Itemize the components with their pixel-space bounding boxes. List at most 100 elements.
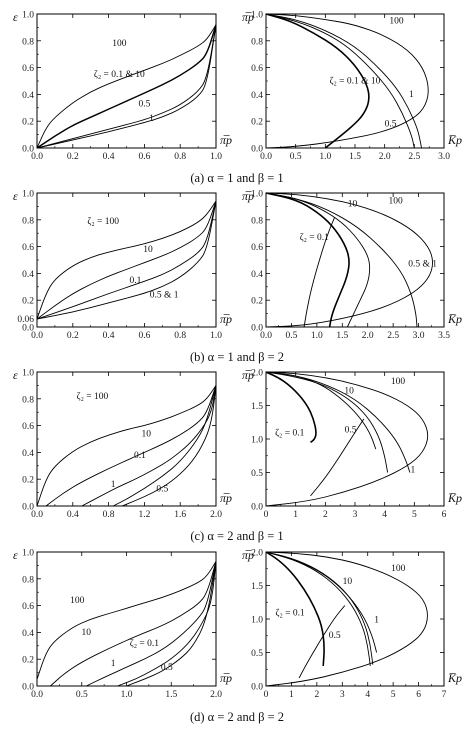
chart-b-left: 0.0 0.2 0.4 0.6 0.8 1.0 0.0 0.2 0.4 0.6 0.8 1.0 0.06… [13,189,232,341]
y-tick-label: 1.0 [251,190,263,200]
x-tick-label: 1.0 [210,331,222,341]
series-label: 1 [374,615,379,625]
y-tick-label: 0.4 [22,629,34,639]
y-tick-label: 0.6 [22,422,34,432]
y-tick-label: 0.8 [251,216,263,226]
series-label: 0.5 [156,484,168,494]
y-axis-label: π̅p [242,10,254,24]
x-tick-label: 2.5 [387,331,399,341]
series-line [298,605,346,679]
y-tick-label: 1.5 [251,402,263,412]
y-tick-label: 1.0 [251,616,263,626]
series-line [112,385,217,507]
chart-d-right: 0 1 2 3 4 5 6 7 0.0 0.5 1.0 1.5 2.0π̅p K̅p 100 10 ζ₂ = 0… [242,548,462,700]
series-line [126,561,217,687]
y-tick-label: 0.0 [251,503,263,513]
y-axis-label: ε [13,548,18,562]
x-axis-label: K̅p [447,491,462,505]
series-line [265,551,374,665]
series-label: 0.5 & 1 [408,260,437,270]
x-tick-label: 0.0 [31,510,43,520]
series-label: 0.5 & 1 [150,291,179,301]
y-axis-label: ε [13,189,18,203]
x-tick-label: 0.6 [138,152,150,162]
y-tick-label: 0.2 [22,118,34,128]
x-tick-label: 0 [264,510,269,520]
chart-c-left: 0.0 0.4 0.8 1.2 1.6 2.0 0.0 0.2 0.4 0.6 0.8 1.0 ε π̅p… [13,368,232,520]
series-label: 100 [112,39,127,49]
x-tick-label: 1.0 [311,331,323,341]
series-label: ζ₂ = 100 [77,391,109,402]
series-line [50,561,217,687]
x-tick-label: 0.5 [285,331,297,341]
x-tick-label: 2.0 [379,152,391,162]
x-axis-label: π̅p [220,491,232,505]
series-line [121,385,217,507]
plot-frame [36,551,217,687]
chart-a-left: 0.0 0.2 0.4 0.6 0.8 1.0 0.0 0.2 0.4 0.6 0.8 1.0 ε π̅p… [13,10,232,162]
x-tick-label: 0.0 [31,690,43,700]
x-tick-label: 0.4 [103,331,115,341]
x-tick-label: 0.2 [67,152,79,162]
series-line [265,371,389,473]
x-tick-label: 2.5 [408,152,420,162]
series-line [265,192,433,328]
x-tick-label: 3 [353,510,358,520]
y-tick-label: 0.0 [251,324,263,334]
x-tick-label: 1.0 [210,152,222,162]
series-label: 10 [344,386,354,396]
y-tick-label: 1.5 [251,582,263,592]
x-tick-label: 0.0 [260,331,272,341]
x-axis-label: π̅p [220,312,232,326]
series-label: 100 [389,197,404,207]
x-tick-label: 1 [289,690,294,700]
y-tick-label: 0.6 [22,64,34,74]
x-tick-label: 5 [412,510,417,520]
series-line [265,371,377,450]
series-label: 1 [149,114,154,124]
y-tick-label: 0.2 [251,118,263,128]
x-tick-label: 1 [293,510,298,520]
series-line [36,24,217,149]
x-axis-label: K̅p [447,133,462,147]
x-tick-label: 1.0 [121,690,133,700]
x-tick-label: 1.6 [174,510,186,520]
series-label: 0.5 [138,99,150,109]
y-tick-label: 0.2 [22,297,34,307]
series-line [265,371,411,473]
series-label: 1 [409,90,414,100]
series-label: 0.5 [385,120,397,130]
x-tick-label: 0.2 [67,331,79,341]
y-tick-label: 1.0 [251,436,263,446]
y-tick-label: 0.4 [251,91,263,101]
plot-frame [36,192,217,328]
series-line [265,192,418,328]
x-tick-label: 0 [264,690,269,700]
y-tick-label: 0.5 [251,649,263,659]
series-label: 10 [81,628,91,638]
plot-frame [36,13,217,149]
series-line [36,24,217,149]
y-tick-label: 0.4 [22,270,34,280]
series-line [36,200,217,320]
x-tick-label: 1.5 [336,331,348,341]
series-line [36,385,217,507]
y-tick-label: 0.6 [251,243,263,253]
series-label: 1 [410,466,415,476]
series-label: 100 [70,596,85,606]
y-tick-label: 0.0 [251,683,263,693]
x-axis-label: K̅p [447,312,462,326]
x-tick-label: 3.5 [438,331,450,341]
y-tick-label: 2.0 [251,369,263,379]
series-line [45,385,217,507]
plot-frame [265,371,445,507]
x-tick-label: 0.4 [67,510,79,520]
x-tick-label: 1.5 [349,152,361,162]
x-tick-label: 7 [442,690,447,700]
series-label: 0.5 [161,663,173,673]
x-tick-label: 4 [365,690,370,700]
y-tick-label: 0.2 [22,656,34,666]
x-tick-label: 3.0 [438,152,450,162]
x-tick-label: 4 [382,510,387,520]
